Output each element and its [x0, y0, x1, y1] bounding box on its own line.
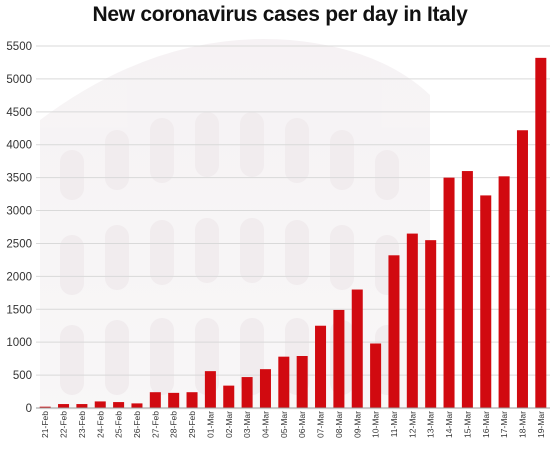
bar-23-Feb — [76, 404, 88, 408]
bar-28-Feb — [168, 392, 180, 408]
x-tick-label: 24-Feb — [95, 411, 105, 438]
bar-22-Feb — [58, 404, 70, 408]
x-tick-label: 23-Feb — [77, 411, 87, 438]
y-tick-label: 1000 — [6, 337, 32, 349]
bar-18-Mar — [516, 130, 528, 409]
bar-11-Mar — [388, 255, 400, 408]
y-axis-ticks: 0 500 1000 1500 2000 2500 3000 3500 4000 4500 5000… — [6, 41, 32, 415]
y-tick-label: 500 — [13, 370, 32, 382]
x-tick-label: 11-Mar — [389, 411, 399, 437]
bar-12-Mar — [406, 233, 418, 408]
x-tick-label: 13-Mar — [426, 411, 436, 438]
bar-06-Mar — [296, 356, 308, 408]
x-tick-label: 04-Mar — [260, 411, 270, 438]
x-tick-label: 27-Feb — [150, 411, 160, 438]
bar-09-Mar — [351, 289, 363, 408]
x-tick-label: 22-Feb — [59, 411, 69, 438]
bar-15-Mar — [461, 171, 473, 408]
x-tick-label: 25-Feb — [114, 411, 124, 438]
bar-01-Mar — [204, 371, 216, 408]
y-tick-label: 3500 — [6, 173, 32, 185]
y-tick-label: 5000 — [6, 74, 32, 86]
bar-08-Mar — [333, 309, 345, 408]
x-tick-label: 01-Mar — [205, 411, 215, 438]
x-tick-label: 19-Mar — [536, 411, 546, 438]
x-tick-label: 16-Mar — [481, 411, 491, 438]
x-tick-label: 17-Mar — [499, 411, 509, 438]
x-tick-label: 02-Mar — [224, 411, 234, 438]
bar-24-Feb — [94, 401, 106, 408]
y-tick-label: 4000 — [6, 140, 32, 152]
bar-14-Mar — [443, 177, 455, 408]
y-tick-label: 2500 — [6, 238, 32, 250]
x-tick-label: 12-Mar — [407, 411, 417, 438]
bar-07-Mar — [315, 325, 327, 408]
y-tick-label: 2000 — [6, 271, 32, 283]
bar-27-Feb — [149, 392, 161, 408]
colosseum-background-image — [40, 39, 430, 410]
x-tick-label: 29-Feb — [187, 411, 197, 438]
bar-26-Feb — [131, 403, 143, 408]
bar-25-Feb — [113, 402, 125, 408]
x-tick-label: 08-Mar — [334, 411, 344, 438]
y-tick-label: 3000 — [6, 206, 32, 218]
y-tick-label: 1500 — [6, 304, 32, 316]
x-axis-ticks: 21-Feb 22-Feb 23-Feb 24-Feb 25-Feb 26-Feb 27-F… — [40, 411, 546, 438]
y-tick-label: 4500 — [6, 107, 32, 119]
x-tick-label: 05-Mar — [279, 411, 289, 438]
y-tick-label: 5500 — [6, 41, 32, 53]
x-tick-label: 10-Mar — [371, 411, 381, 438]
x-tick-label: 26-Feb — [132, 411, 142, 438]
bars — [39, 57, 547, 409]
x-tick-label: 18-Mar — [517, 411, 527, 438]
bar-16-Mar — [480, 195, 492, 408]
bar-17-Mar — [498, 176, 510, 408]
x-tick-label: 06-Mar — [297, 411, 307, 438]
bar-13-Mar — [425, 240, 437, 408]
bar-19-Mar — [535, 57, 547, 409]
x-tick-label: 14-Mar — [444, 411, 454, 438]
bar-05-Mar — [278, 356, 290, 408]
x-tick-label: 28-Feb — [169, 411, 179, 438]
x-tick-label: 21-Feb — [40, 411, 50, 438]
x-tick-label: 15-Mar — [462, 411, 472, 438]
x-tick-label: 09-Mar — [352, 411, 362, 438]
bar-02-Mar — [223, 385, 235, 408]
bar-04-Mar — [259, 369, 271, 408]
y-tick-label: 0 — [26, 403, 32, 415]
bar-10-Mar — [370, 343, 382, 408]
x-tick-label: 03-Mar — [242, 411, 252, 438]
bar-03-Mar — [241, 377, 253, 408]
x-tick-label: 07-Mar — [316, 411, 326, 438]
bar-29-Feb — [186, 392, 198, 408]
bar-21-Feb — [39, 406, 51, 408]
chart-title: New coronavirus cases per day in Italy — [92, 3, 468, 26]
